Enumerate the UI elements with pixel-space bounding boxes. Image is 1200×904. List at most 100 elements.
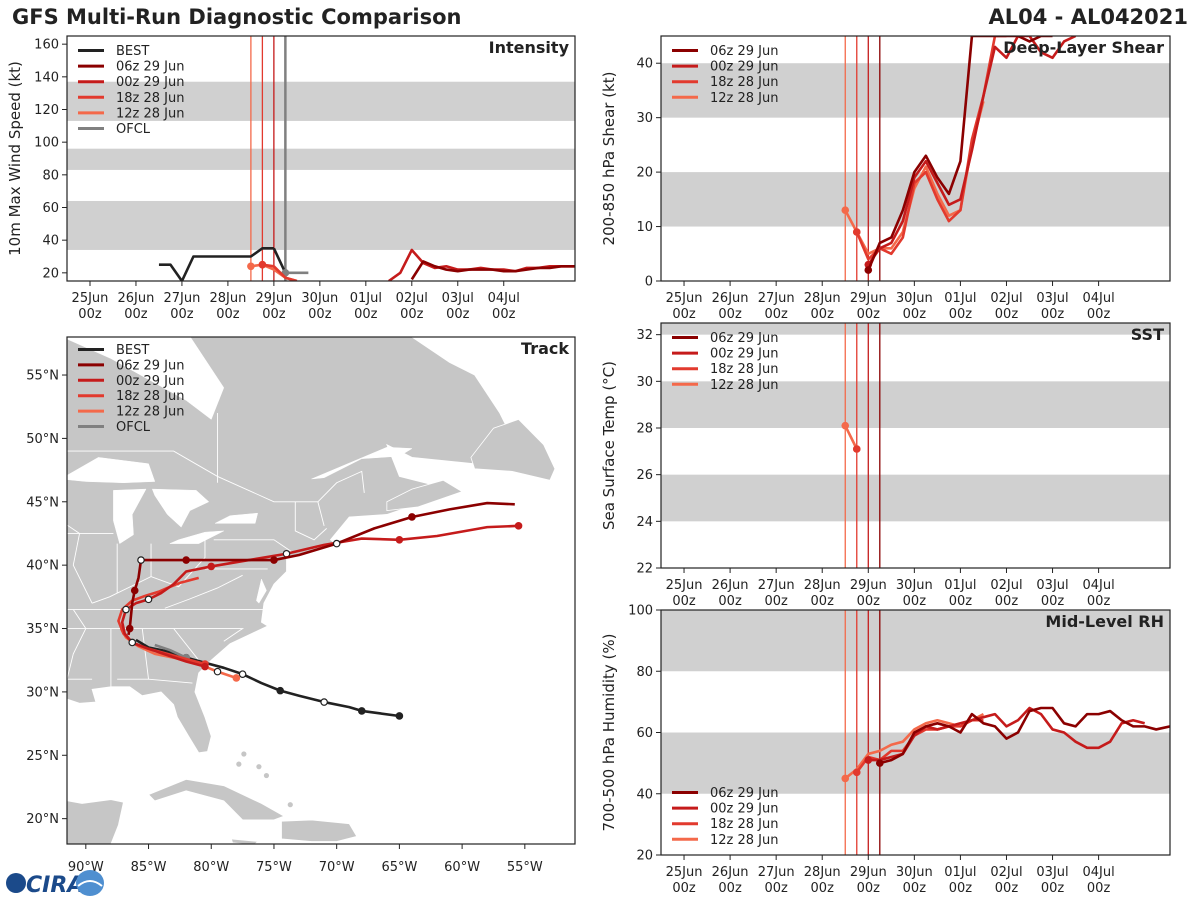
intensity-xtick-hour: 00z [354, 307, 378, 322]
rh-xtick-hour: 00z [1087, 881, 1111, 896]
shear-plot-area [661, 36, 1170, 281]
hudson-bay [67, 337, 225, 420]
intensity-panel: 2040608010012014016025Jun00z26Jun00z27Ju… [6, 35, 576, 322]
track-point-r00z [201, 662, 209, 671]
rh-xtick-hour: 00z [1041, 881, 1065, 896]
shear-series-r00z-line [867, 36, 1077, 266]
rh-ytick-label: 100 [628, 604, 653, 619]
border-line [91, 539, 206, 604]
rh-xtick-label: 03Jul [1036, 865, 1068, 880]
intensity-xtick-label: 01Jul [350, 291, 382, 306]
border-line [164, 574, 243, 609]
rh-xtick-label: 29Jun [850, 865, 887, 880]
rh-legend-label: 12z 28 Jun [710, 833, 779, 848]
shear-xtick-hour: 00z [1041, 307, 1065, 322]
shear-title: Deep-Layer Shear [1003, 38, 1164, 57]
track-ytick-label: 50°N [26, 432, 59, 447]
sst-panel: 22242628303225Jun00z26Jun00z27Jun00z28Ju… [600, 322, 1171, 609]
shear-panel: 01020304025Jun00z26Jun00z27Jun00z28Jun00… [600, 35, 1171, 322]
shear-xtick-hour: 00z [1087, 307, 1111, 322]
lake-ontario [214, 512, 258, 524]
track-point-r06z [270, 556, 278, 564]
shear-xtick-label: 28Jun [804, 291, 841, 306]
jamaica-land [230, 838, 259, 844]
rh-series-r00z-line [868, 706, 1145, 762]
sst-xtick-hour: 00z [903, 594, 927, 609]
shear-xtick-label: 02Jul [990, 291, 1022, 306]
sst-xtick-label: 01Jul [944, 578, 976, 593]
intensity-series-r18z-line [262, 263, 298, 281]
track-point-open-r00z [128, 638, 137, 647]
sst-legend-label: 00z 29 Jun [710, 347, 779, 362]
intensity-series-r06z-line [410, 260, 575, 281]
intensity-legend-label: BEST [116, 44, 149, 59]
sst-legend-label: 18z 28 Jun [710, 362, 779, 377]
intensity-series-best-line [272, 247, 287, 274]
sst-plot-area [661, 323, 1170, 568]
storm-id: AL04 - AL042021 [989, 5, 1189, 29]
track-ytick-label: 35°N [26, 622, 59, 637]
sst-legend-label: 06z 29 Jun [710, 331, 779, 346]
intensity-legend-label: 00z 29 Jun [116, 75, 185, 90]
sst-xtick-hour: 00z [949, 594, 973, 609]
track-ytick-label: 25°N [26, 749, 59, 764]
track-panel: 90°W 85°W 80°W 75°W 70°W 65°W 60°W 55°W20°N25°N… [26, 336, 576, 875]
sst-xtick-hour: 00z [764, 594, 788, 609]
intensity-xtick-hour: 00z [308, 307, 332, 322]
shear-xtick-hour: 00z [672, 307, 696, 322]
track-point-open-r06z [332, 539, 341, 548]
intensity-ytick-label: 80 [42, 168, 59, 183]
sst-xtick-hour: 00z [718, 594, 742, 609]
sst-xtick-hour: 00z [1041, 594, 1065, 609]
track-xtick-label: 70°W [319, 860, 355, 875]
track-xtick-label: 85°W [131, 860, 167, 875]
intensity-xtick-label: 27Jun [164, 291, 201, 306]
shear-xtick-hour: 00z [718, 307, 742, 322]
intensity-ytick-label: 60 [42, 201, 59, 216]
cira-logo: CIRA [6, 870, 104, 898]
rh-series-r06z-line [879, 706, 1170, 765]
intensity-xtick-label: 26Jun [118, 291, 155, 306]
border-line [148, 678, 193, 684]
sst-legend-label: 12z 28 Jun [710, 378, 779, 393]
track-xtick-label: 75°W [256, 860, 292, 875]
cira-logo-text: CIRA [26, 873, 84, 898]
intensity-xtick-label: 03Jul [442, 291, 474, 306]
sst-ylabel: Sea Surface Temp (°C) [600, 361, 618, 530]
rh-ylabel: 700-500 hPa Humidity (%) [600, 633, 618, 831]
sst-xtick-hour: 00z [811, 594, 835, 609]
sst-xtick-label: 03Jul [1036, 578, 1068, 593]
rh-xtick-label: 25Jun [666, 865, 703, 880]
shear-xtick-label: 29Jun [850, 291, 887, 306]
rh-xtick-hour: 00z [811, 881, 835, 896]
track-point-r12z [232, 674, 241, 682]
rh-ytick-label: 40 [636, 787, 653, 802]
lake-huron [151, 488, 210, 528]
intensity-xtick-hour: 00z [492, 307, 516, 322]
rh-xtick-hour: 00z [672, 881, 696, 896]
rh-xtick-label: 02Jul [990, 865, 1022, 880]
intensity-xtick-hour: 00z [170, 307, 194, 322]
track-xtick-label: 55°W [507, 860, 543, 875]
north-america-land [67, 337, 513, 754]
hispaniola-land [281, 819, 358, 842]
shear-xtick-hour: 00z [949, 307, 973, 322]
intensity-series-r00z-line [388, 248, 575, 281]
track-point-open-best [238, 670, 247, 678]
track-point-best [395, 712, 404, 720]
sst-series-r12z-line [844, 425, 858, 450]
intensity-category-band [67, 200, 575, 250]
sst-xtick-label: 30Jun [896, 578, 933, 593]
rh-point-r00z [864, 756, 873, 764]
intensity-ylabel: 10m Max Wind Speed (kt) [6, 61, 24, 256]
sst-xtick-label: 29Jun [850, 578, 887, 593]
border-line [213, 539, 294, 553]
shear-ytick-label: 0 [645, 275, 653, 290]
shear-legend-label: 00z 29 Jun [710, 60, 779, 75]
shear-xtick-hour: 00z [811, 307, 835, 322]
track-legend-label: 12z 28 Jun [116, 405, 185, 420]
border-line [173, 628, 200, 661]
